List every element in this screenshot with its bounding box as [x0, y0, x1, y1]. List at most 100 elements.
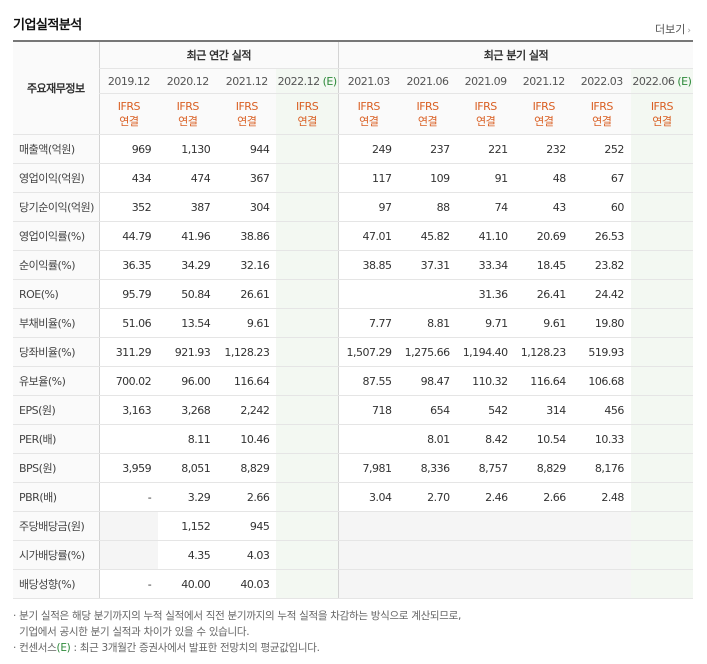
table-row: 당좌비율(%) 311.29 921.93 1,128.23 1,507.29 1,275… — [13, 337, 693, 367]
more-label[interactable]: 더보기 — [655, 23, 686, 36]
row-label: 부채비율(%) — [13, 308, 100, 338]
annual-cell — [276, 453, 339, 483]
quarter-cell — [630, 424, 693, 454]
quarter-cell: 10.54 — [514, 424, 573, 454]
quarter-cell: 97 — [337, 192, 399, 222]
annual-cell: 945 — [217, 511, 277, 541]
table-row: 배당성향(%) -40.00 40.03 — [13, 569, 693, 599]
quarter-cell — [398, 279, 457, 309]
row-label: 유보율(%) — [13, 366, 100, 396]
ifrs-header-row: IFRS 연결 IFRS 연결 IFRS 연결 IFRS 연결 IFRS 연결 IFRS 연결 IFRS… — [13, 93, 693, 135]
table-row: 주당배당금(원) 1,152 945 — [13, 511, 693, 541]
annual-cell: 3.29 — [158, 482, 218, 512]
quarter-cell — [630, 511, 693, 541]
period-header-annual-2: 2021.12 — [217, 68, 277, 94]
quarter-cell: 88 — [398, 192, 457, 222]
annual-cell: 921.93 — [158, 337, 218, 367]
quarter-cell — [630, 134, 693, 164]
row-label: PER(배) — [13, 424, 100, 454]
ifrs-label: IFRS 연결 — [217, 93, 277, 135]
table-row: BPS(원) 3,959 8,051 8,829 7,981 8,336 8,757 8,82… — [13, 453, 693, 483]
quarter-cell: 8.81 — [398, 308, 457, 338]
quarter-cell: 48 — [514, 163, 573, 193]
quarter-cell — [630, 250, 693, 280]
annual-cell: - — [98, 482, 159, 512]
annual-cell — [276, 395, 339, 425]
quarter-cell — [514, 540, 573, 570]
quarter-cell: 8.42 — [456, 424, 515, 454]
quarter-cell: 106.68 — [572, 366, 631, 396]
annual-cell: 116.64 — [217, 366, 277, 396]
annual-cell — [98, 424, 159, 454]
annual-cell: 38.86 — [217, 221, 277, 251]
quarter-cell: 43 — [514, 192, 573, 222]
annual-cell: 387 — [158, 192, 218, 222]
annual-cell: 50.84 — [158, 279, 218, 309]
quarter-cell: 8,176 — [572, 453, 631, 483]
quarter-cell — [630, 163, 693, 193]
quarter-cell: 31.36 — [456, 279, 515, 309]
quarter-cell: 87.55 — [337, 366, 399, 396]
quarter-cell — [337, 279, 399, 309]
quarter-cell: 237 — [398, 134, 457, 164]
quarter-cell — [398, 540, 457, 570]
period-header-annual-1: 2020.12 — [158, 68, 218, 94]
quarter-cell: 26.41 — [514, 279, 573, 309]
annual-cell: 944 — [217, 134, 277, 164]
row-label: 매출액(억원) — [13, 134, 100, 164]
table-row: 유보율(%) 700.02 96.00 116.64 87.55 98.47 110.32 1… — [13, 366, 693, 396]
annual-cell: 8,829 — [217, 453, 277, 483]
note-2: 기업에서 공시한 분기 실적과 차이가 있을 수 있습니다. — [19, 626, 250, 638]
chevron-right-icon: › — [687, 26, 691, 36]
annual-cell — [276, 540, 339, 570]
quarter-cell: 221 — [456, 134, 515, 164]
quarter-cell: 10.33 — [572, 424, 631, 454]
annual-cell: 8,051 — [158, 453, 218, 483]
quarter-cell: 109 — [398, 163, 457, 193]
annual-cell: 2,242 — [217, 395, 277, 425]
annual-cell: 4.35 — [158, 540, 218, 570]
table-row: 영업이익(억원) 434 474 367 117 109 91 48 67 — [13, 163, 693, 193]
annual-cell: 51.06 — [98, 308, 159, 338]
ifrs-label: IFRS 연결 — [456, 93, 515, 135]
table-row: 시가배당률(%) 4.35 4.03 — [13, 540, 693, 570]
row-label: 주당배당금(원) — [13, 511, 100, 541]
more-link[interactable]: 더보기 › — [655, 21, 691, 37]
quarter-cell: 2.70 — [398, 482, 457, 512]
period-header-quarter-9: 2022.06 (E) — [630, 68, 693, 94]
period-header-quarter-5: 2021.06 — [398, 68, 457, 94]
annual-cell — [276, 569, 339, 599]
quarter-cell: 718 — [337, 395, 399, 425]
annual-cell: 41.96 — [158, 221, 218, 251]
quarter-cell: 110.32 — [456, 366, 515, 396]
quarter-cell: 26.53 — [572, 221, 631, 251]
annual-cell — [98, 511, 159, 541]
row-label: 당기순이익(억원) — [13, 192, 100, 222]
quarter-cell — [398, 511, 457, 541]
quarter-cell: 9.61 — [514, 308, 573, 338]
quarter-cell: 60 — [572, 192, 631, 222]
annual-cell: 1,130 — [158, 134, 218, 164]
quarter-cell: 1,275.66 — [398, 337, 457, 367]
quarter-cell: 314 — [514, 395, 573, 425]
quarter-cell — [630, 482, 693, 512]
quarter-cell — [630, 540, 693, 570]
quarter-cell: 9.71 — [456, 308, 515, 338]
quarter-cell: 117 — [337, 163, 399, 193]
quarter-cell: 232 — [514, 134, 573, 164]
quarter-cell: 7.77 — [337, 308, 399, 338]
ifrs-label: IFRS 연결 — [276, 93, 339, 135]
quarter-cell: 456 — [572, 395, 631, 425]
financial-table: 주요재무정보 최근 연간 실적 최근 분기 실적 2019.12 2020.12 2… — [13, 40, 693, 599]
row-label: EPS(원) — [13, 395, 100, 425]
annual-cell: 4.03 — [217, 540, 277, 570]
row-label: 순이익률(%) — [13, 250, 100, 280]
table-body: 매출액(억원) 969 1,130 944 249 237 221 232 252 영업이익(억원… — [13, 134, 693, 599]
quarter-cell: 2.48 — [572, 482, 631, 512]
quarter-cell: 8.01 — [398, 424, 457, 454]
annual-cell — [276, 424, 339, 454]
annual-cell: 434 — [98, 163, 159, 193]
quarter-cell: 1,128.23 — [514, 337, 573, 367]
quarter-cell: 252 — [572, 134, 631, 164]
